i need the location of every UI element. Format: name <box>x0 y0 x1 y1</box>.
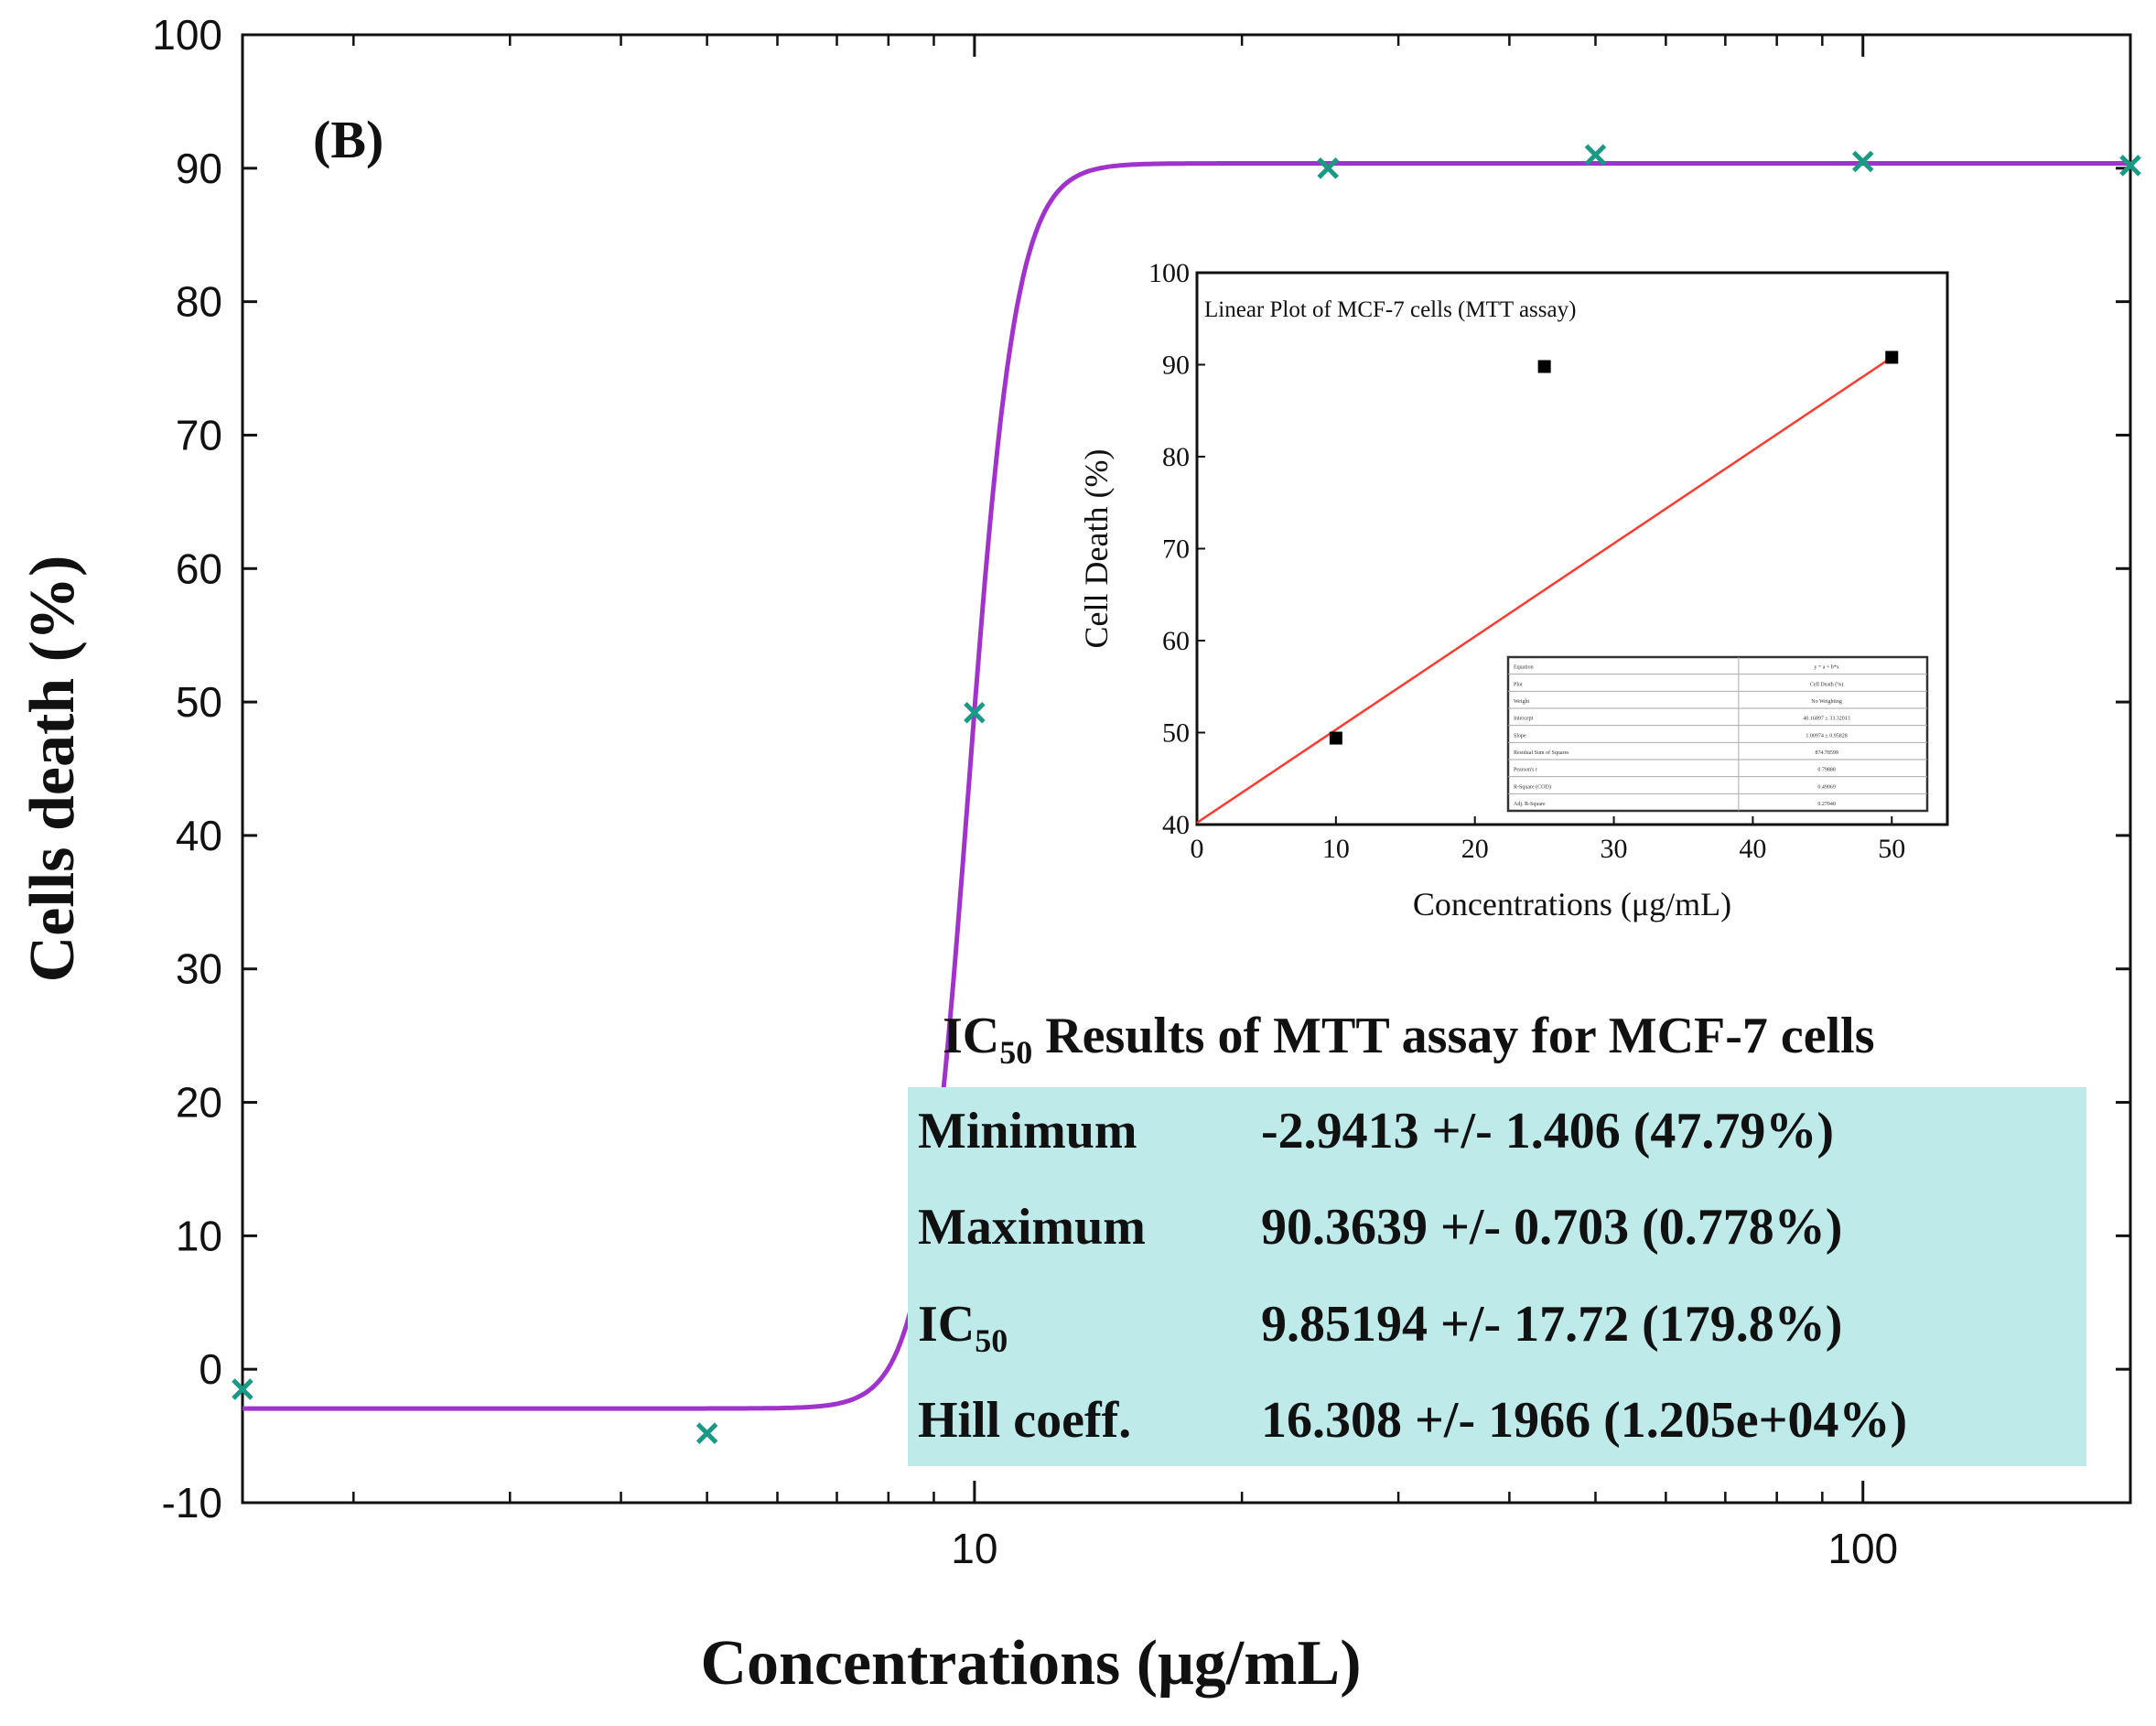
data-point-marker <box>1317 157 1339 179</box>
results-row-label-text: Maximum <box>918 1199 1146 1256</box>
inset-stats-value: y = a + b*x <box>1814 665 1838 671</box>
inset-y-axis-label: Cell Death (%) <box>1078 449 1115 649</box>
inset-plot: 40 50 60 70 80 90 100 0 10 20 30 40 50 Concentrations… <box>1078 258 1949 922</box>
x-tick-label: 10 <box>951 1525 997 1572</box>
inset-stats-label: Weight <box>1514 699 1530 705</box>
y-tick-label: 30 <box>176 945 222 993</box>
inset-x-tick-label: 20 <box>1461 834 1489 864</box>
inset-stats-label: Plot <box>1514 682 1523 687</box>
results-row-value: 9.85194 +/- 17.72 (179.8%) <box>1261 1296 1842 1353</box>
data-point-marker <box>232 1378 253 1400</box>
results-title-prefix: IC <box>943 1008 999 1064</box>
results-row-value: 90.3639 +/- 0.703 (0.778%) <box>1261 1199 1842 1256</box>
data-point-marker <box>1584 144 1607 167</box>
results-title: IC50 Results of MTT assay for MCF-7 cell… <box>943 1008 1875 1071</box>
results-row-label: Minimum <box>918 1103 1137 1160</box>
results-row-label-text: Hill coeff. <box>918 1392 1131 1449</box>
inset-x-tick-label: 40 <box>1739 834 1766 864</box>
inset-stats-label: Adj. R-Square <box>1514 802 1546 807</box>
inset-y-tick-label: 80 <box>1162 442 1190 472</box>
inset-stats-label: Pearson's r <box>1514 768 1537 773</box>
results-row-label: IC50 <box>918 1296 1008 1359</box>
y-tick-label: 60 <box>176 545 222 592</box>
y-tick-label: 10 <box>176 1212 222 1259</box>
y-tick-label: 40 <box>176 812 222 859</box>
inset-stats-value: 0.27040 <box>1817 802 1836 807</box>
inset-stats-value: Cell Death (%) <box>1810 681 1843 687</box>
x-tick-label: 100 <box>1827 1525 1898 1572</box>
inset-data-point <box>1329 731 1342 745</box>
results-row-label-text: Minimum <box>918 1103 1137 1160</box>
inset-stats-label: R-Square (COD) <box>1514 783 1551 790</box>
inset-linear-fit-line <box>1196 356 1892 825</box>
data-point-marker <box>1851 150 1874 173</box>
y-axis-label: Cells death (%) <box>17 556 88 983</box>
y-tick-label: 100 <box>152 11 222 59</box>
y-tick-label: 0 <box>199 1345 222 1393</box>
x-axis-label: Concentrations (μg/mL) <box>700 1628 1361 1699</box>
inset-y-tick-label: 40 <box>1162 810 1190 840</box>
y-tick-label: 90 <box>176 145 222 192</box>
inset-x-tick-label: 0 <box>1191 834 1204 864</box>
inset-stats-label: Intercept <box>1514 717 1534 722</box>
y-tick-label: -10 <box>162 1479 222 1526</box>
inset-stats-table <box>1506 655 1929 813</box>
results-row-label: Maximum <box>918 1199 1146 1256</box>
results-row-value: -2.9413 +/- 1.406 (47.79%) <box>1261 1103 1834 1160</box>
inset-y-tick-label: 60 <box>1162 626 1190 656</box>
results-row-value: 16.308 +/- 1966 (1.205e+04%) <box>1261 1392 1907 1449</box>
results-row-label: Hill coeff. <box>918 1392 1131 1449</box>
y-tick-label: 50 <box>176 678 222 726</box>
results-row-label-subscript: 50 <box>975 1322 1008 1359</box>
y-tick-label: 20 <box>176 1079 222 1127</box>
hill-fit-curve <box>243 161 2130 1411</box>
inset-stats-label: Residual Sum of Squares <box>1514 750 1569 756</box>
y-tick-label: 80 <box>176 278 222 326</box>
inset-y-tick-label: 100 <box>1148 258 1190 288</box>
data-point-marker <box>695 1422 718 1444</box>
inset-x-axis-label: Concentrations (μg/mL) <box>1413 886 1731 922</box>
results-title-suffix: Results of MTT assay for MCF-7 cells <box>1032 1008 1874 1064</box>
data-point-marker <box>2119 155 2141 177</box>
results-row-label-text: IC <box>918 1296 975 1353</box>
inset-x-tick-label: 30 <box>1601 834 1628 864</box>
inset-data-point <box>1885 351 1899 364</box>
results-box-background <box>908 1087 2086 1466</box>
inset-stats-value: 0.49069 <box>1817 784 1836 790</box>
inset-x-tick-label: 10 <box>1322 834 1350 864</box>
inset-stats-value: 874.78599 <box>1815 750 1838 756</box>
panel-label: (B) <box>313 110 383 169</box>
inset-stats-value: 40.16897 ± 33.32013 <box>1803 717 1849 722</box>
plot-frame <box>241 33 2132 1505</box>
results-title-subscript: 50 <box>999 1034 1032 1071</box>
y-tick-label: 70 <box>176 411 222 458</box>
inset-stats-label: Equation <box>1514 665 1534 671</box>
inset-x-tick-label: 50 <box>1878 834 1905 864</box>
inset-stats-value: No Weighting <box>1811 699 1842 705</box>
inset-y-tick-label: 70 <box>1162 534 1190 565</box>
inset-y-tick-label: 90 <box>1162 351 1190 381</box>
inset-y-tick-label: 50 <box>1162 718 1190 749</box>
results-box: IC50 Results of MTT assay for MCF-7 cell… <box>908 1008 2086 1466</box>
data-point-marker <box>964 701 986 724</box>
inset-data-point <box>1537 360 1551 373</box>
inset-stats-label: Slope <box>1514 733 1526 739</box>
inset-title: Linear Plot of MCF-7 cells (MTT assay) <box>1204 297 1576 322</box>
inset-stats-value: 0.79888 <box>1817 768 1836 773</box>
inset-stats-value: 1.00974 ± 0.95828 <box>1806 733 1847 739</box>
